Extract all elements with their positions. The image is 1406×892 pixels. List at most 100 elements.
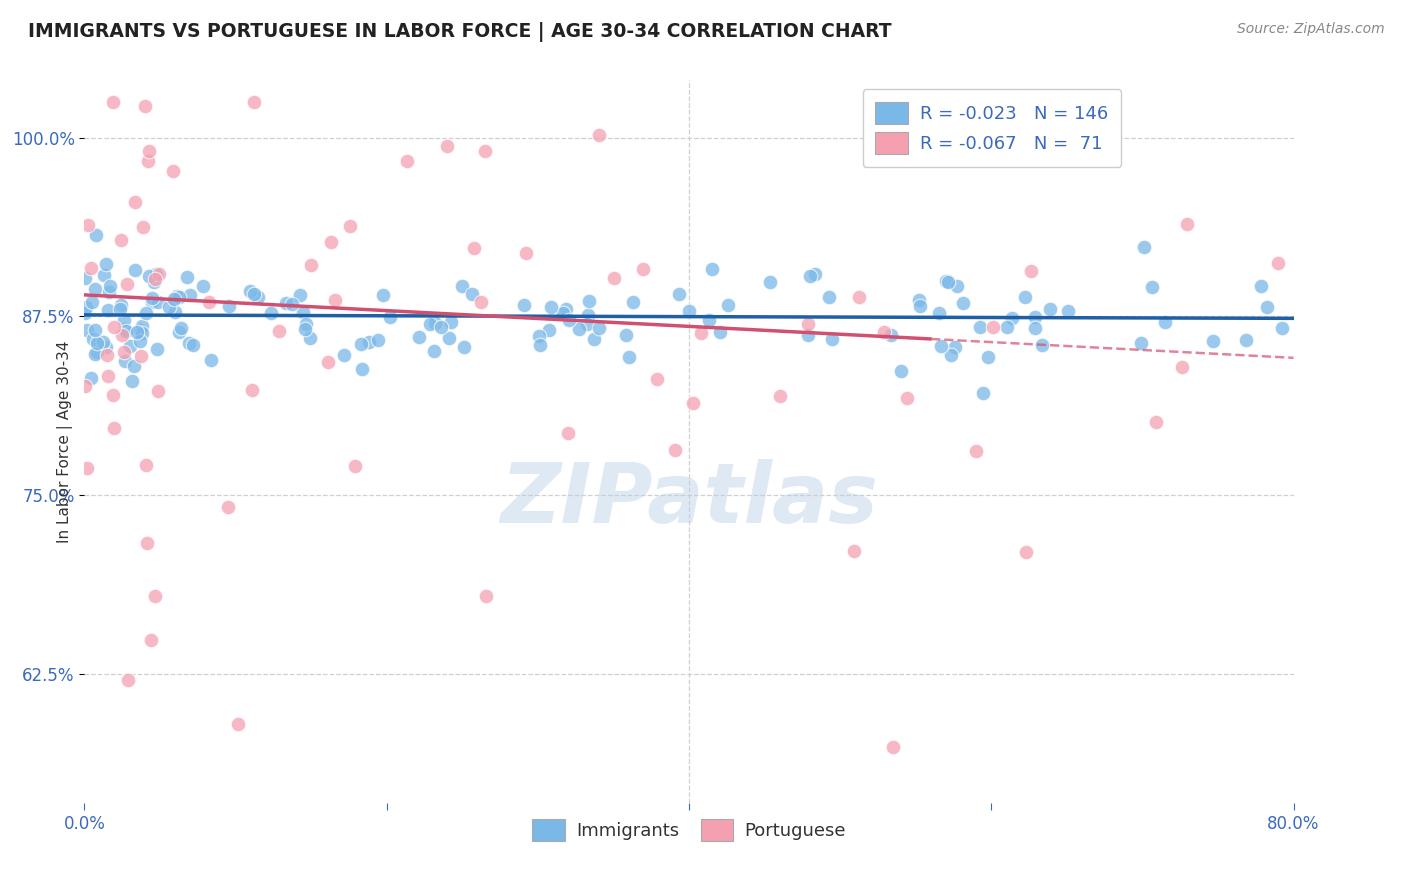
Point	[367, 333, 389, 347]
Point	[295, 317, 318, 331]
Point	[540, 300, 562, 314]
Point	[603, 270, 626, 285]
Point	[97, 303, 120, 318]
Point	[1175, 217, 1198, 231]
Point	[124, 194, 146, 209]
Point	[529, 338, 551, 352]
Point	[554, 302, 576, 317]
Point	[121, 374, 143, 388]
Point	[419, 317, 441, 331]
Point	[1234, 334, 1257, 348]
Point	[576, 308, 599, 322]
Point	[128, 334, 150, 348]
Point	[423, 316, 446, 330]
Point	[142, 275, 165, 289]
Point	[316, 355, 339, 369]
Point	[115, 277, 138, 291]
Point	[437, 331, 460, 345]
Point	[621, 294, 644, 309]
Point	[378, 310, 401, 325]
Point	[145, 268, 167, 282]
Point	[1153, 315, 1175, 329]
Point	[690, 326, 713, 340]
Point	[141, 295, 163, 310]
Point	[440, 315, 463, 329]
Point	[848, 290, 870, 304]
Text: IMMIGRANTS VS PORTUGUESE IN LABOR FORCE | AGE 30-34 CORRELATION CHART: IMMIGRANTS VS PORTUGUESE IN LABOR FORCE …	[28, 22, 891, 42]
Point	[83, 347, 105, 361]
Point	[558, 313, 581, 327]
Point	[198, 294, 221, 309]
Point	[80, 260, 103, 275]
Point	[537, 323, 560, 337]
Point	[759, 275, 782, 289]
Point	[568, 322, 591, 336]
Point	[952, 295, 974, 310]
Point	[935, 274, 957, 288]
Point	[1171, 360, 1194, 375]
Point	[112, 313, 135, 327]
Point	[191, 279, 214, 293]
Point	[1015, 545, 1038, 559]
Point	[969, 319, 991, 334]
Point	[1039, 302, 1062, 317]
Point	[169, 325, 191, 339]
Point	[463, 241, 485, 255]
Point	[430, 320, 453, 334]
Point	[844, 544, 866, 558]
Point	[450, 279, 472, 293]
Point	[143, 590, 166, 604]
Point	[709, 325, 731, 339]
Point	[1031, 338, 1053, 352]
Point	[373, 288, 395, 302]
Point	[131, 219, 153, 234]
Point	[129, 323, 152, 337]
Point	[907, 293, 929, 307]
Point	[631, 261, 654, 276]
Point	[111, 327, 134, 342]
Point	[578, 294, 600, 309]
Point	[799, 268, 821, 283]
Point	[1144, 415, 1167, 429]
Point	[176, 270, 198, 285]
Point	[148, 267, 170, 281]
Point	[882, 740, 904, 755]
Point	[291, 305, 314, 319]
Point	[301, 258, 323, 272]
Point	[138, 144, 160, 158]
Point	[93, 335, 115, 350]
Legend: Immigrants, Portuguese: Immigrants, Portuguese	[526, 812, 852, 848]
Point	[1014, 290, 1036, 304]
Point	[115, 324, 138, 338]
Point	[181, 337, 204, 351]
Point	[928, 306, 950, 320]
Point	[873, 326, 896, 340]
Point	[110, 233, 132, 247]
Point	[135, 306, 157, 320]
Point	[179, 287, 201, 301]
Point	[110, 297, 132, 311]
Point	[702, 261, 724, 276]
Point	[239, 284, 262, 298]
Point	[943, 340, 966, 354]
Point	[145, 272, 167, 286]
Point	[936, 275, 959, 289]
Point	[422, 343, 444, 358]
Point	[619, 350, 641, 364]
Point	[114, 354, 136, 368]
Point	[896, 391, 918, 405]
Point	[167, 290, 190, 304]
Point	[513, 298, 536, 312]
Point	[240, 383, 263, 397]
Point	[260, 305, 283, 319]
Point	[243, 95, 266, 109]
Point	[281, 297, 304, 311]
Point	[1019, 264, 1042, 278]
Point	[124, 263, 146, 277]
Point	[475, 589, 498, 603]
Point	[359, 334, 381, 349]
Point	[228, 717, 250, 731]
Point	[77, 218, 100, 232]
Point	[96, 257, 118, 271]
Point	[269, 324, 291, 338]
